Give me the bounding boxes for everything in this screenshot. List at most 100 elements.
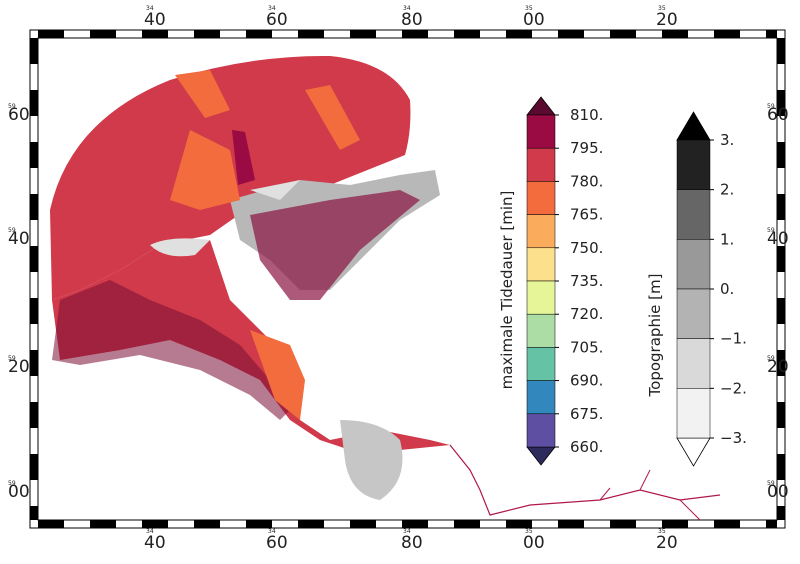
colorbar-bin bbox=[676, 338, 711, 389]
x-label: 20 bbox=[656, 10, 678, 30]
border-check bbox=[506, 520, 532, 528]
border-check bbox=[777, 246, 785, 272]
border-check bbox=[246, 520, 272, 528]
x-label: 80 bbox=[401, 10, 423, 30]
border-check bbox=[402, 30, 428, 38]
border-check bbox=[454, 520, 480, 528]
border-check bbox=[142, 30, 168, 38]
border-check bbox=[777, 506, 785, 520]
border-check bbox=[350, 520, 376, 528]
x-label-prefix: 35 bbox=[658, 5, 666, 12]
side-estuary bbox=[340, 420, 403, 500]
border-check bbox=[30, 194, 38, 220]
border-check bbox=[714, 520, 740, 528]
colorbar-tick-label: 750. bbox=[570, 239, 603, 257]
y-label-prefix: 59 bbox=[767, 355, 775, 362]
border-check bbox=[298, 520, 324, 528]
x-label: 40 bbox=[144, 10, 166, 30]
colorbar-tick-label: 675. bbox=[570, 405, 603, 423]
colorbar-title: maximale Tidedauer [min] bbox=[498, 191, 516, 390]
border-check bbox=[30, 506, 38, 520]
colorbar-tick-label: 1. bbox=[720, 230, 734, 248]
y-label: 20 bbox=[8, 357, 30, 377]
x-label-prefix: 34 bbox=[403, 5, 411, 12]
y-label: 20 bbox=[767, 357, 789, 377]
x-label: 20 bbox=[656, 533, 678, 553]
border-check bbox=[777, 298, 785, 324]
colorbar-tick-label: 3. bbox=[720, 131, 734, 149]
border-check bbox=[714, 30, 740, 38]
maroon-patch bbox=[232, 130, 255, 185]
x-label-prefix: 34 bbox=[268, 5, 276, 12]
colorbar-tick-label: 795. bbox=[570, 139, 603, 157]
colorbar-bin bbox=[526, 247, 556, 282]
colorbar-bin bbox=[526, 347, 556, 381]
x-label-prefix: 34 bbox=[268, 528, 276, 535]
colorbar-bin bbox=[676, 239, 711, 290]
orange-estuary bbox=[250, 330, 305, 420]
border-check bbox=[777, 142, 785, 168]
colorbar-tick-label: 810. bbox=[570, 106, 603, 124]
colorbar-bin bbox=[526, 280, 556, 315]
border-check bbox=[777, 38, 785, 64]
border-check bbox=[194, 520, 220, 528]
tributary bbox=[599, 469, 701, 521]
border-check bbox=[194, 30, 220, 38]
border-check bbox=[30, 350, 38, 376]
border-check bbox=[30, 142, 38, 168]
colorbar-tick-label: −3. bbox=[720, 429, 747, 447]
x-label: 60 bbox=[266, 533, 288, 553]
colorbar-bin bbox=[676, 288, 711, 339]
border-check bbox=[90, 520, 116, 528]
border-check bbox=[777, 194, 785, 220]
border-check bbox=[30, 454, 38, 480]
border-check bbox=[30, 402, 38, 428]
estuary bbox=[52, 240, 450, 450]
colorbar-bin bbox=[676, 388, 711, 439]
border-check bbox=[506, 30, 532, 38]
river bbox=[449, 444, 721, 516]
colorbar-tick-label: 720. bbox=[570, 305, 603, 323]
border-check bbox=[777, 90, 785, 116]
x-label: 60 bbox=[266, 10, 288, 30]
colorbar-bin bbox=[526, 114, 556, 149]
y-label-prefix: 59 bbox=[8, 103, 16, 110]
border-check bbox=[350, 30, 376, 38]
colorbar-bin bbox=[526, 147, 556, 182]
colorbar-bin bbox=[526, 181, 556, 215]
border-check bbox=[402, 520, 428, 528]
x-label-prefix: 35 bbox=[525, 528, 533, 535]
border-check bbox=[766, 30, 777, 38]
colorbar-tick-label: 2. bbox=[720, 181, 734, 199]
border-check bbox=[777, 402, 785, 428]
border-check bbox=[454, 30, 480, 38]
y-label-prefix: 59 bbox=[8, 355, 16, 362]
y-label: 40 bbox=[767, 229, 789, 249]
y-label: 00 bbox=[767, 482, 789, 502]
orange-patch bbox=[170, 70, 360, 210]
x-label-prefix: 34 bbox=[403, 528, 411, 535]
border-check bbox=[30, 298, 38, 324]
colorbar-bin bbox=[526, 413, 556, 448]
tidal-flats bbox=[52, 280, 290, 420]
y-label: 40 bbox=[8, 229, 30, 249]
colorbar-title: Topographie [m] bbox=[646, 274, 664, 398]
border-check bbox=[30, 38, 38, 64]
x-label-prefix: 35 bbox=[525, 5, 533, 12]
colorbar-tick-label: 765. bbox=[570, 206, 603, 224]
x-label-prefix: 34 bbox=[146, 5, 154, 12]
border-check bbox=[662, 30, 688, 38]
border-check bbox=[30, 90, 38, 116]
checker-border bbox=[30, 30, 785, 528]
colorbar-bin bbox=[676, 139, 711, 190]
y-label: 60 bbox=[8, 105, 30, 125]
y-label-prefix: 59 bbox=[8, 480, 16, 487]
x-label-prefix: 35 bbox=[658, 528, 666, 535]
border-check bbox=[777, 454, 785, 480]
x-label: 00 bbox=[523, 10, 545, 30]
border-check bbox=[298, 30, 324, 38]
colorbar-tick-label: −1. bbox=[720, 330, 747, 348]
colorbar-tick-label: 735. bbox=[570, 272, 603, 290]
colorbar-tick-label: 705. bbox=[570, 338, 603, 356]
